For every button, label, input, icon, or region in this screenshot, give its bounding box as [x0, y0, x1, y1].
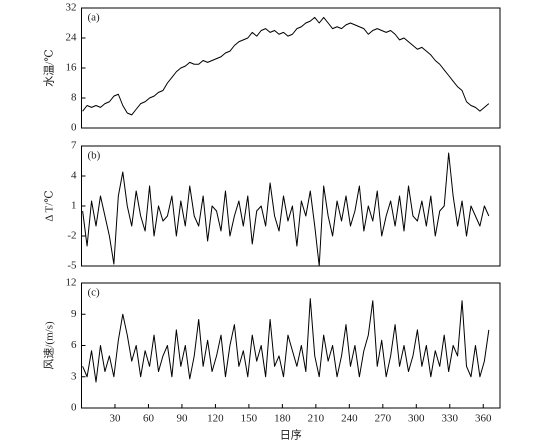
x-tick-label: 300 [408, 413, 425, 425]
x-tick-label: 210 [308, 413, 325, 425]
panel-label: (c) [88, 287, 101, 299]
x-tick-label: 90 [176, 413, 188, 425]
y-tick-label: -5 [67, 260, 77, 272]
y-tick-label: 16 [66, 62, 78, 74]
y-tick-label: 8 [71, 92, 77, 104]
x-tick-label: 330 [442, 413, 459, 425]
x-axis-label: 日序 [280, 428, 302, 442]
y-tick-label: -2 [67, 230, 76, 242]
y-tick-label: 7 [71, 140, 77, 152]
y-axis-label: 风速/(m/s) [43, 321, 56, 370]
data-line [82, 152, 490, 267]
y-tick-label: 9 [71, 308, 77, 320]
x-tick-label: 180 [274, 413, 291, 425]
panel-label: (b) [88, 150, 101, 162]
y-tick-label: 1 [71, 200, 77, 212]
panel-label: (a) [88, 12, 101, 24]
y-axis-label: 水温/℃ [43, 49, 56, 86]
y-tick-label: 24 [66, 32, 78, 44]
y-tick-label: 6 [71, 339, 77, 351]
y-tick-label: 12 [66, 277, 77, 289]
x-tick-label: 240 [341, 413, 358, 425]
x-tick-label: 30 [109, 413, 121, 425]
data-line [82, 16, 490, 116]
plot-frame [81, 7, 501, 129]
x-tick-label: 150 [241, 413, 258, 425]
data-line [82, 298, 490, 383]
y-tick-label: 32 [66, 2, 77, 14]
x-tick-label: 120 [207, 413, 224, 425]
x-tick-label: 60 [143, 413, 155, 425]
x-tick-label: 270 [375, 413, 392, 425]
y-tick-label: 3 [71, 370, 77, 382]
y-axis-label: Δ T/℃ [44, 190, 56, 221]
plot-frame [81, 145, 501, 267]
y-tick-label: 0 [71, 122, 77, 134]
x-tick-label: 360 [475, 413, 492, 425]
y-tick-label: 4 [71, 170, 77, 182]
y-tick-label: 0 [71, 402, 77, 414]
